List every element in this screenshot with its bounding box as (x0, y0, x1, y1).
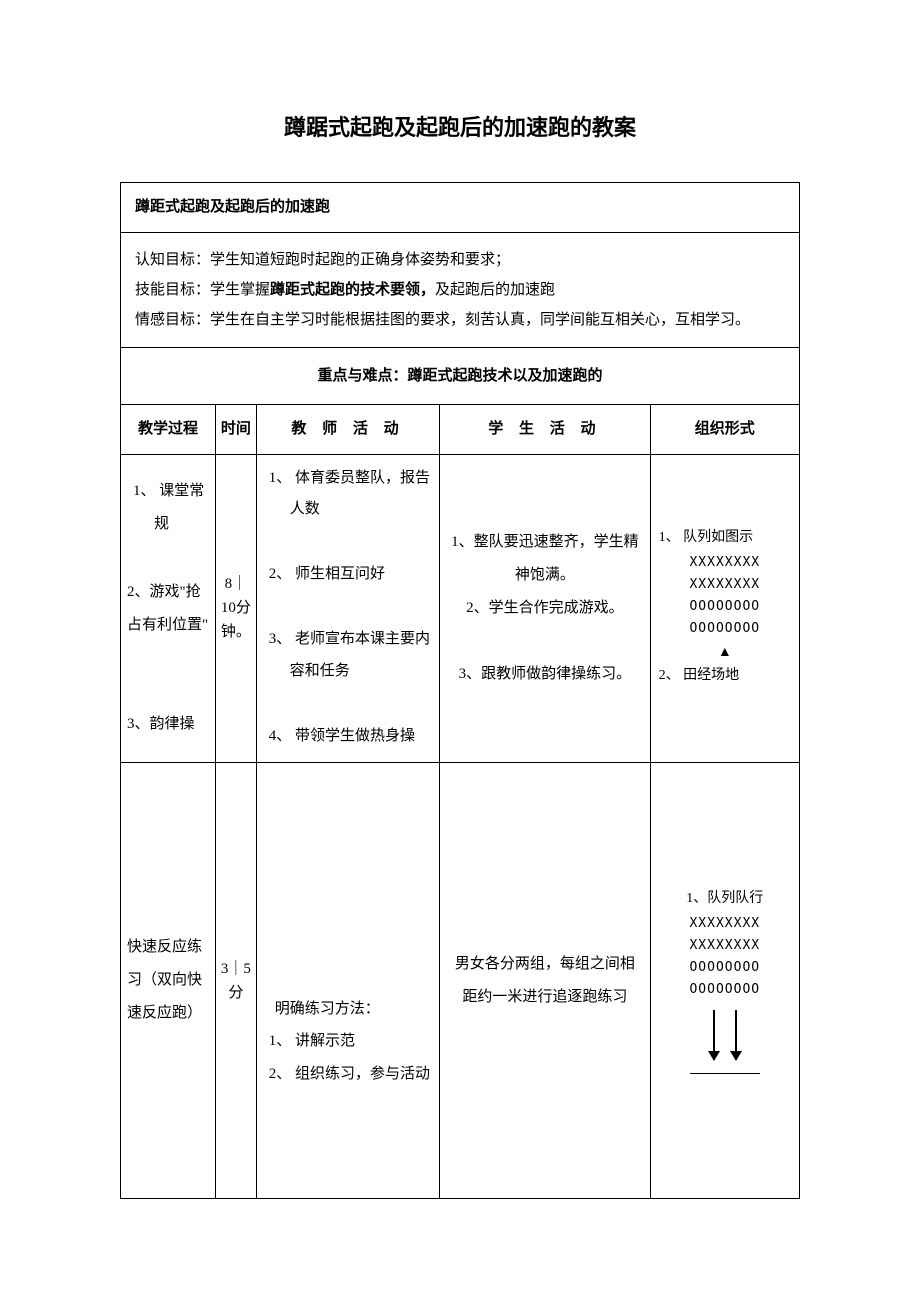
student-item: 男女各分两组，每组之间相距约一米进行追逐跑练习 (450, 948, 639, 1014)
keypoint-label: 重点与难点： (317, 368, 407, 384)
org-cell-2: 1、队列队行 XXXXXXXX XXXXXXXX OOOOOOOO OOOOOO… (650, 763, 799, 1199)
process-item: 2、游戏"抢占有利位置" (127, 576, 209, 642)
teacher-cell-1: 1、 体育委员整队，报告人数 2、 师生相互问好 3、 老师宣布本课主要内容和任… (256, 454, 439, 763)
table-header-row: 教学过程 时间 教 师 活 动 学 生 活 动 组织形式 (121, 405, 800, 455)
table-row: 快速反应练习（双向快速反应跑） 3｜5分 明确练习方法： 1、 讲解示范 2、 … (121, 763, 800, 1199)
arrow-down-icon (713, 1010, 715, 1060)
cognitive-text: 学生知道短跑时起跑的正确身体姿势和要求； (210, 252, 510, 268)
emotion-label: 情感目标： (135, 312, 210, 328)
time-cell-2: 3｜5分 (216, 763, 257, 1199)
cognitive-label: 认知目标： (135, 252, 210, 268)
org-cell-1: 1、 队列如图示 XXXXXXXX XXXXXXXX OOOOOOOO OOOO… (650, 454, 799, 763)
org-label: 1、队列队行 (659, 887, 791, 911)
process-item: 3、韵律操 (127, 708, 209, 741)
formation-o: OOOOOOOO (659, 596, 791, 618)
formation-x: XXXXXXXX (659, 935, 791, 957)
teacher-item: 3、 老师宣布本课主要内容和任务 (263, 624, 433, 687)
student-item: 3、跟教师做韵律操练习。 (450, 658, 639, 691)
page-title: 蹲踞式起跑及起跑后的加速跑的教案 (120, 110, 800, 142)
teacher-item: 4、 带领学生做热身操 (263, 721, 433, 753)
formation-x: XXXXXXXX (659, 574, 791, 596)
time-cell-1: 8｜10分钟。 (216, 454, 257, 763)
arrows-diagram (659, 1010, 791, 1060)
formation-o: OOOOOOOO (659, 979, 791, 1001)
skill-prefix: 学生掌握 (210, 282, 270, 298)
skill-goal: 技能目标：学生掌握蹲距式起跑的技术要领，及起跑后的加速跑 (135, 275, 785, 305)
table-row: 1、 课堂常规 2、游戏"抢占有利位置" 3、韵律操 8｜10分钟。 1、 体育… (121, 454, 800, 763)
emotion-goal: 情感目标：学生在自主学习时能根据挂图的要求，刻苦认真，同学间能互相关心，互相学习… (135, 305, 785, 335)
emotion-text: 学生在自主学习时能根据挂图的要求，刻苦认真，同学间能互相关心，互相学习。 (210, 312, 750, 328)
teacher-item: 2、 组织练习，参与活动 (263, 1059, 433, 1091)
triangle-icon: ▲ (659, 641, 791, 665)
header-process: 教学过程 (121, 405, 216, 455)
goals-cell: 认知目标：学生知道短跑时起跑的正确身体姿势和要求； 技能目标：学生掌握蹲距式起跑… (121, 232, 800, 347)
header-org: 组织形式 (650, 405, 799, 455)
process-item: 1、 课堂常规 (127, 475, 209, 541)
org-label: 1、 队列如图示 (659, 526, 791, 550)
student-cell-1: 1、整队要迅速整齐，学生精神饱满。 2、学生合作完成游戏。 3、跟教师做韵律操练… (440, 454, 650, 763)
teacher-item: 2、 师生相互问好 (263, 559, 433, 591)
header-time: 时间 (216, 405, 257, 455)
header-student: 学 生 活 动 (440, 405, 650, 455)
process-cell-1: 1、 课堂常规 2、游戏"抢占有利位置" 3、韵律操 (121, 454, 216, 763)
formation-o: OOOOOOOO (659, 957, 791, 979)
student-cell-2: 男女各分两组，每组之间相距约一米进行追逐跑练习 (440, 763, 650, 1199)
student-item: 1、整队要迅速整齐，学生精神饱满。 (450, 526, 639, 592)
lesson-plan-table: 蹲距式起跑及起跑后的加速跑 认知目标：学生知道短跑时起跑的正确身体姿势和要求； … (120, 182, 800, 1199)
subtitle-cell: 蹲距式起跑及起跑后的加速跑 (121, 183, 800, 233)
teacher-item: 1、 体育委员整队，报告人数 (263, 463, 433, 526)
teacher-cell-2: 明确练习方法： 1、 讲解示范 2、 组织练习，参与活动 (256, 763, 439, 1199)
skill-label: 技能目标： (135, 282, 210, 298)
org-label: 2、 田经场地 (659, 664, 791, 688)
keypoint-cell: 重点与难点：蹲距式起跑技术以及加速跑的 (121, 347, 800, 405)
underline-mark (690, 1072, 760, 1074)
header-teacher: 教 师 活 动 (256, 405, 439, 455)
student-item: 2、学生合作完成游戏。 (450, 592, 639, 625)
teacher-item: 1、 讲解示范 (263, 1026, 433, 1058)
skill-bold: 蹲距式起跑的技术要领， (270, 282, 435, 298)
process-cell-2: 快速反应练习（双向快速反应跑） (121, 763, 216, 1199)
teacher-title: 明确练习方法： (263, 994, 433, 1026)
arrow-down-icon (735, 1010, 737, 1060)
keypoint-text: 蹲距式起跑技术以及加速跑的 (408, 368, 603, 384)
formation-x: XXXXXXXX (659, 552, 791, 574)
cognitive-goal: 认知目标：学生知道短跑时起跑的正确身体姿势和要求； (135, 245, 785, 275)
formation-o: OOOOOOOO (659, 618, 791, 640)
process-item: 快速反应练习（双向快速反应跑） (127, 931, 209, 1030)
formation-x: XXXXXXXX (659, 913, 791, 935)
skill-suffix: 及起跑后的加速跑 (435, 282, 555, 298)
